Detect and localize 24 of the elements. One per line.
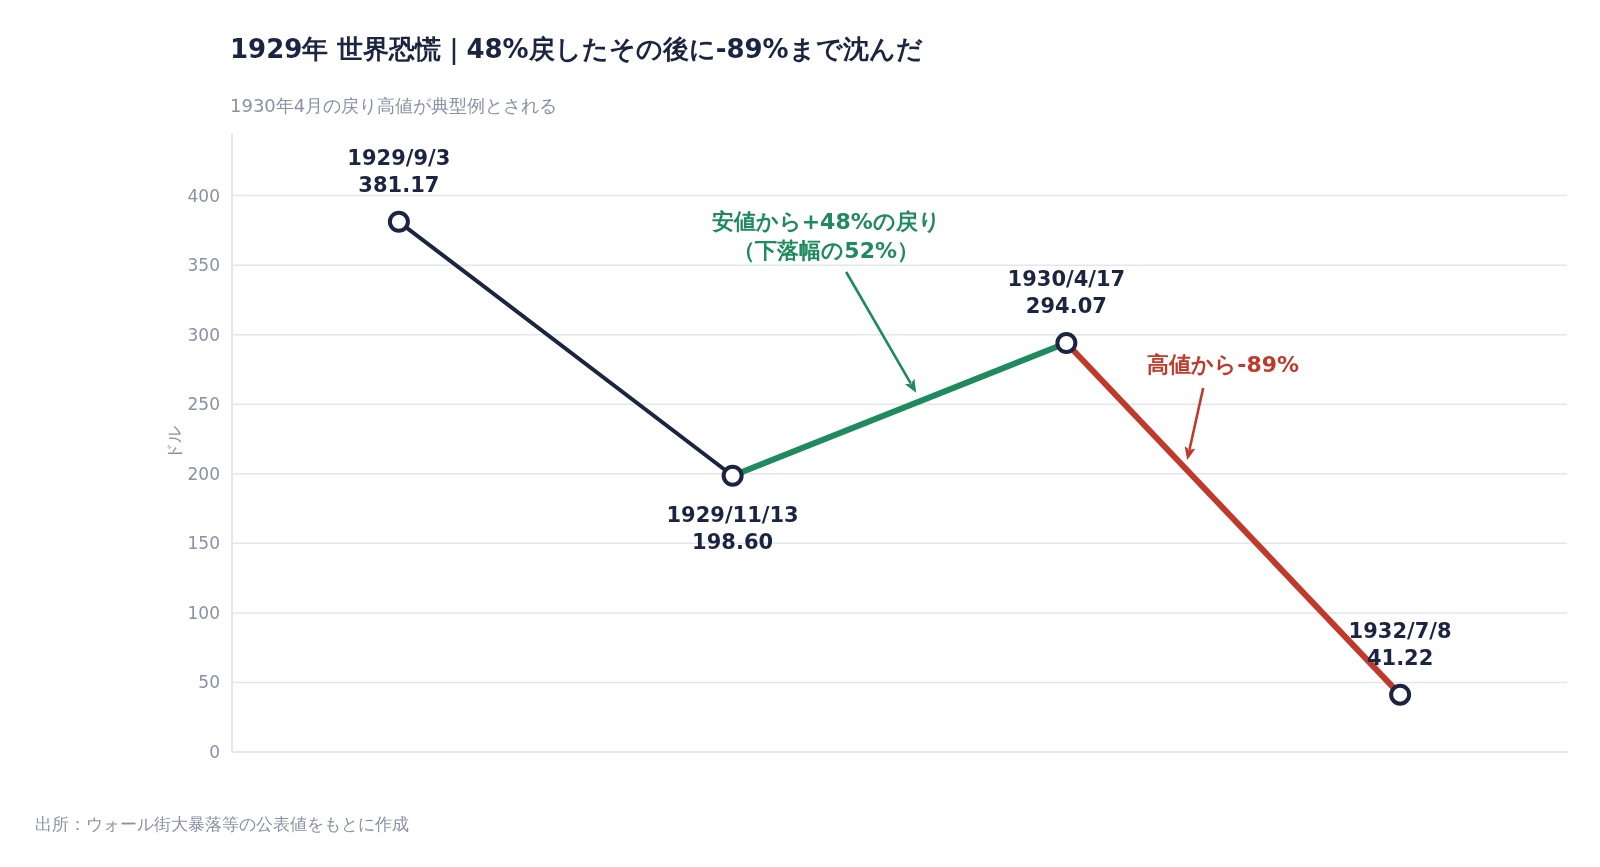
point [387,210,410,233]
annotation: 安値から+48%の戻り [711,209,941,234]
annotation: （下落幅の52%） [733,238,920,263]
y-tick-label: 150 [187,533,220,554]
chart-title: 1929年 世界恐慌｜48%戻したその後に-89%まで沈んだ [230,34,923,65]
data-label: 1929/9/3 381.17 [347,145,451,197]
y-tick-label: 400 [187,185,220,206]
y-tick-label: 0 [209,742,220,762]
data-label: 1932/7/8 41.22 [1348,618,1452,670]
point [721,464,744,487]
text: 出所：ウォール街大暴落等の公表値をもとに作成 [35,814,409,834]
y-axis-title: ドル [164,425,184,460]
annotation: 高値から-89% [1147,352,1300,377]
point [1389,683,1412,706]
chart-subtitle: 1930年4月の戻り高値が典型例とされる [230,95,558,116]
y-tick-label: 300 [187,324,220,345]
y-tick-label: 100 [187,602,220,623]
data-label: 1930/4/17 294.07 [1007,266,1126,318]
data-label: 1929/11/13 198.60 [666,502,799,554]
y-tick-label: 350 [187,255,220,276]
y-tick-label: 250 [187,394,220,415]
point [1055,331,1078,354]
y-tick-label: 50 [198,672,220,693]
y-tick-label: 200 [187,463,220,484]
